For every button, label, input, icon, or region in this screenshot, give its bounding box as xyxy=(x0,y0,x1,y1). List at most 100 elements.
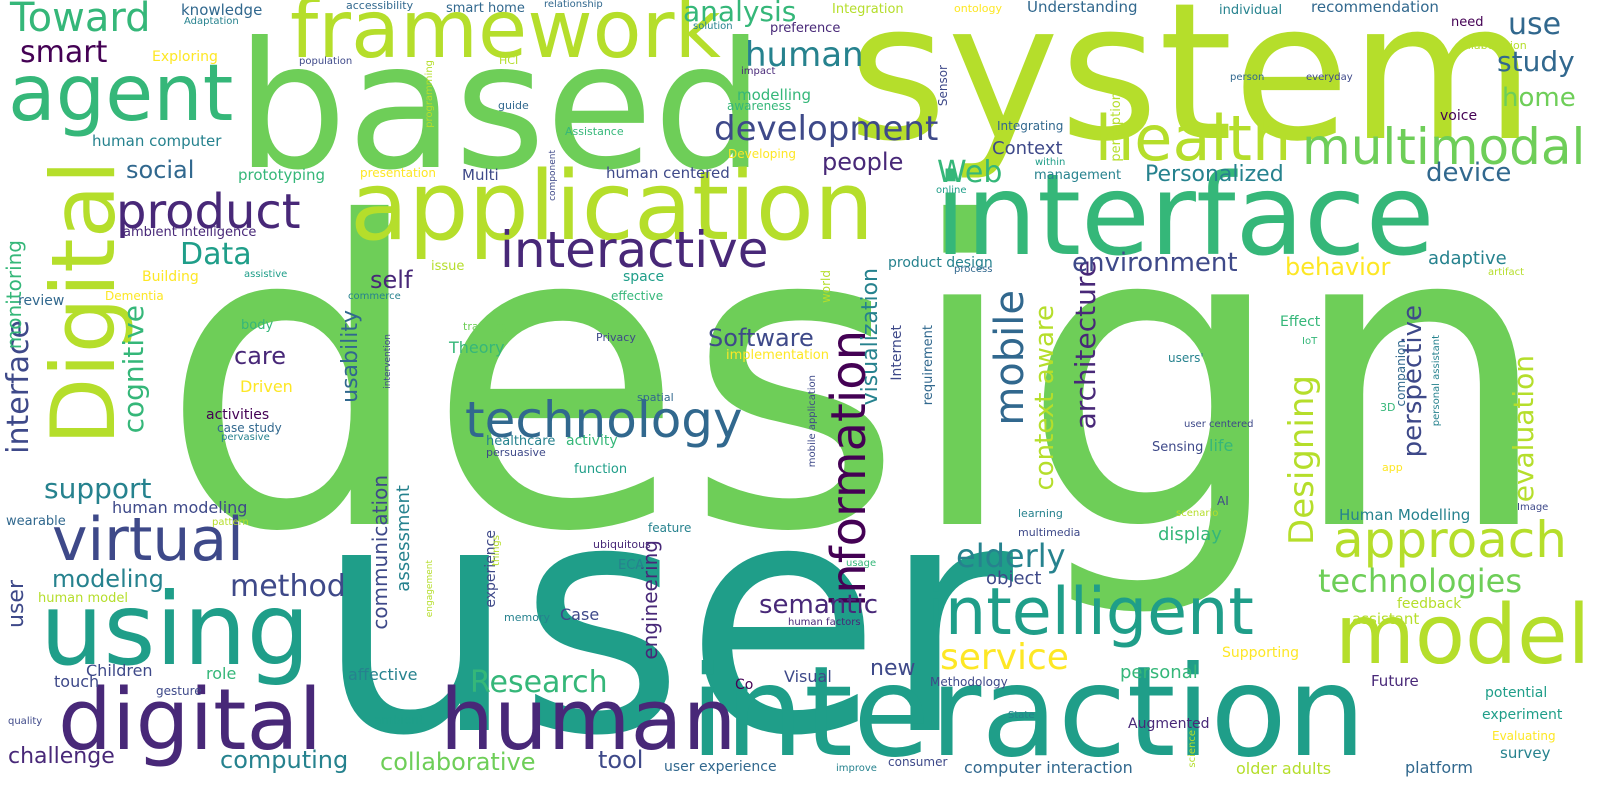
word-co: Co xyxy=(735,677,754,693)
word-data: Data xyxy=(180,237,252,272)
word-smart: smart xyxy=(20,35,108,70)
word-persuasive: persuasive xyxy=(486,446,546,459)
word-modeling: modeling xyxy=(52,565,164,593)
word-users: users' xyxy=(1168,351,1204,365)
word-role: role xyxy=(206,664,237,683)
word-building: Building xyxy=(142,269,199,285)
word-self: self xyxy=(370,266,413,294)
word-collaboration: collaboration xyxy=(1455,39,1527,52)
word-display: display xyxy=(1158,524,1222,545)
word-based: based xyxy=(236,6,765,209)
word-issue: issue xyxy=(431,259,465,274)
word-wearable: wearable xyxy=(6,514,66,529)
word-mobile: mobile xyxy=(987,290,1033,426)
word-user-experience: user experience xyxy=(664,759,777,775)
word-user: user xyxy=(4,580,29,628)
word-experiment: experiment xyxy=(1482,707,1563,723)
word-product-design: product design xyxy=(888,255,993,271)
word-quality: quality xyxy=(8,716,43,727)
word-process: process xyxy=(954,264,993,275)
word-preference: preference xyxy=(770,21,841,36)
word-intervention: intervention xyxy=(383,334,393,389)
word-computer-interaction: computer interaction xyxy=(964,758,1133,777)
word-function: function xyxy=(574,462,628,477)
word-case: Case xyxy=(560,605,600,624)
word-assistive: assistive xyxy=(244,269,288,280)
word-dementia: Dementia xyxy=(105,289,164,303)
word-consumer: consumer xyxy=(888,755,948,769)
word-potential: potential xyxy=(1485,685,1548,701)
word-recommendation: recommendation xyxy=(1311,0,1439,16)
word-relationship: relationship xyxy=(544,0,603,10)
word-personal-assistant: personal assistant xyxy=(1431,335,1442,427)
word-adaptive: adaptive xyxy=(1428,248,1507,269)
word-user: user xyxy=(315,434,1013,800)
word-methodology: Methodology xyxy=(930,675,1008,689)
word-ubiquitous: ubiquitous xyxy=(593,538,651,551)
word-body: body xyxy=(241,318,274,333)
word-using: using xyxy=(40,571,311,688)
word-improve: improve xyxy=(836,763,877,774)
word-implementation: implementation xyxy=(726,348,830,363)
word-cognitive: cognitive xyxy=(117,305,150,434)
word-guide: guide xyxy=(498,99,529,112)
word-effective: effective xyxy=(611,289,664,303)
word-modelling: modelling xyxy=(737,86,812,104)
word-human-computer: human computer xyxy=(92,132,222,150)
word-support: support xyxy=(44,472,152,505)
word-service: service xyxy=(940,637,1069,678)
word-multimedia: multimedia xyxy=(1018,526,1081,539)
word-human-model: human model xyxy=(38,591,128,606)
word-home: home xyxy=(1502,83,1576,113)
word-model: model xyxy=(1335,588,1591,683)
word-interactive: interactive xyxy=(500,221,769,279)
word-new: new xyxy=(870,656,916,681)
word-state: State xyxy=(1008,710,1035,721)
word-visual: Visual xyxy=(784,667,832,686)
word-spatial: spatial xyxy=(637,391,674,404)
word-children: Children xyxy=(86,661,153,680)
word-multi: Multi xyxy=(462,166,499,184)
word-usability: usability xyxy=(338,310,363,403)
word-evaluation: evaluation xyxy=(1507,355,1540,503)
word-context: Context xyxy=(992,138,1063,159)
word-human-factors: human factors xyxy=(788,617,861,628)
word-human-modeling: human modeling xyxy=(112,498,248,517)
word-person: person xyxy=(1230,72,1265,83)
word-theory: Theory xyxy=(449,338,505,357)
word-technologies: technologies xyxy=(1318,562,1522,600)
word-pattern: pattern xyxy=(212,517,249,528)
word-component: component xyxy=(548,150,558,201)
word-framework: framework xyxy=(290,0,721,76)
word-people: people xyxy=(822,148,904,176)
word-method: method xyxy=(230,569,346,604)
word-product: product xyxy=(116,184,301,240)
word-designing: Designing xyxy=(1282,375,1322,545)
word-challenge: challenge xyxy=(8,744,115,769)
word-requirement: requirement xyxy=(921,325,936,406)
word-understanding: Understanding xyxy=(1027,0,1138,16)
word-case-study: case study xyxy=(217,421,282,435)
word-feedback: feedback xyxy=(1397,596,1462,612)
word-developing: Developing xyxy=(728,147,796,161)
word-presentation: presentation xyxy=(360,166,436,180)
word-collaborative: collaborative xyxy=(380,748,536,776)
word-healthcare: healthcare xyxy=(486,434,556,449)
word-world: world xyxy=(819,270,833,304)
word-integrating: Integrating xyxy=(997,119,1064,133)
word-integration: Integration xyxy=(832,2,904,17)
word-virtual: virtual xyxy=(52,505,244,575)
word-assistant: assistant xyxy=(1352,610,1420,628)
word-individual: individual xyxy=(1219,3,1283,18)
word-interface: interface xyxy=(935,151,1435,281)
word-image: Image xyxy=(1517,502,1549,513)
word-analysis: analysis xyxy=(683,0,797,28)
word-perception: perception xyxy=(1109,92,1124,162)
word-agent: agent xyxy=(8,49,234,139)
word-review: review xyxy=(18,293,65,309)
word-communication: communication xyxy=(368,475,392,630)
word-touch: touch xyxy=(54,672,100,691)
word-awareness: awareness xyxy=(727,99,792,113)
word-life: life xyxy=(1209,436,1234,455)
word-ambient: ambient xyxy=(374,713,424,727)
